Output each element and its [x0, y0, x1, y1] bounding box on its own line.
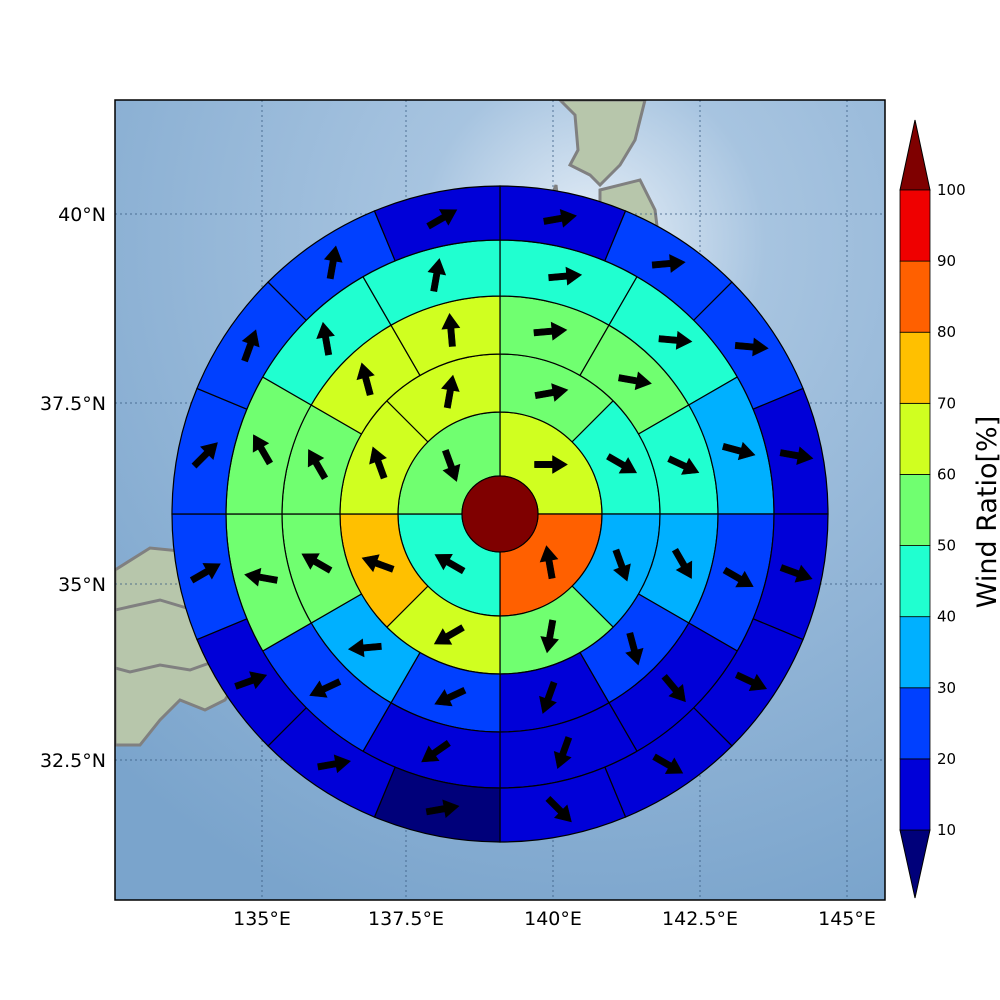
wind-arrow-ring5-8	[545, 795, 572, 823]
wind-arrow-ring3-9	[301, 553, 333, 574]
wind-arrow-ring4-8	[309, 678, 342, 698]
colorbar-tick-label-40: 40	[937, 608, 956, 626]
colorbar-block-60-70	[899, 402, 931, 475]
colorbar-tick-label-100: 100	[937, 181, 966, 199]
wind-arrow-ring3-3	[667, 455, 700, 475]
center-disk	[461, 475, 539, 553]
x-tick-label-142.5: 142.5°E	[662, 908, 738, 930]
wind-arrow-ring5-2	[651, 254, 686, 273]
wind-arrow-ring4-10	[252, 434, 273, 466]
wind-arrow-ring5-3	[734, 337, 769, 357]
y-tick-label-40: 40°N	[58, 204, 106, 226]
wind-arrow-ring4-5	[661, 674, 686, 703]
colorbar-tick-label-90: 90	[937, 252, 956, 270]
wind-arrow-ring4-3	[721, 441, 756, 461]
colorbar-tick-label-20: 20	[937, 750, 956, 768]
map-panel	[114, 99, 886, 901]
colorbar: 10 20 30 40 50 60 70 80 90 100 Wind Ratio[%]	[899, 119, 1000, 899]
wind-arrow-ring4-7	[421, 740, 451, 763]
colorbar-block-70-80	[899, 331, 931, 404]
x-tick-label-145: 145°E	[818, 908, 876, 930]
wind-arrow-ring5-5	[779, 564, 813, 583]
wind-arrow-ring3-11	[356, 362, 375, 396]
wind-arrow-ring2-2	[606, 453, 638, 474]
wind-arrow-ring4-4	[722, 567, 754, 588]
wind-arrow-ring4-12	[427, 258, 447, 292]
colorbar-block-50-60	[899, 474, 931, 546]
colorbar-over-triangle	[899, 119, 931, 191]
wind-arrow-ring3-1	[533, 321, 568, 341]
colorbar-tick-label-30: 30	[937, 679, 956, 697]
wind-arrow-ring5-15	[323, 245, 343, 280]
colorbar-tick-label-10: 10	[937, 821, 956, 839]
wind-arrow-ring4-1	[548, 266, 583, 286]
wind-arrow-ring4-6	[553, 736, 573, 769]
x-tick-label-135: 135°E	[233, 908, 291, 930]
wind-arrow-ring5-4	[779, 446, 814, 466]
y-tick-label-32.5: 32.5°N	[40, 750, 106, 772]
colorbar-tick-labels: 10 20 30 40 50 60 70 80 90 100	[937, 181, 966, 839]
wind-arrow-ring5-10	[317, 754, 351, 774]
y-axis: 40°N 37.5°N 35°N 32.5°N	[40, 204, 106, 772]
wind-arrow-ring5-7	[652, 753, 684, 774]
wind-direction-arrows	[189, 209, 814, 823]
colorbar-tick-label-80: 80	[937, 323, 956, 341]
wind-arrow-ring3-2	[618, 371, 652, 391]
wind-arrow-ring5-13	[191, 442, 218, 469]
wind-arrow-ring1-2	[539, 545, 559, 580]
x-tick-label-140: 140°E	[524, 908, 582, 930]
wind-arrow-ring2-4	[540, 619, 559, 654]
wind-arrow-ring5-9	[425, 799, 460, 819]
colorbar-under-triangle	[899, 829, 931, 899]
wind-arrow-ring5-16	[426, 209, 458, 230]
wind-arrow-ring3-4	[671, 547, 693, 579]
wind-arrow-ring3-7	[434, 686, 467, 707]
colorbar-block-90-100	[899, 189, 931, 262]
wind-arrow-ring2-1	[534, 383, 569, 402]
colorbar-block-30-40	[899, 616, 931, 689]
colorbar-block-10-20	[899, 758, 931, 831]
wind-arrow-ring4-2	[658, 330, 693, 350]
x-axis: 135°E 137.5°E 140°E 142.5°E 145°E	[233, 908, 876, 930]
wind-arrow-ring3-6	[539, 681, 558, 714]
wind-arrow-ring2-6	[361, 554, 395, 573]
wind-arrow-ring5-1	[543, 209, 577, 228]
wind-arrow-ring2-5	[433, 624, 465, 645]
land-hokkaido-tohoku-north	[557, 100, 647, 188]
x-tick-label-137.5: 137.5°E	[368, 908, 444, 930]
wind-arrow-ring5-11	[234, 671, 268, 690]
plot-frame	[114, 99, 886, 901]
wind-arrow-ring1-4	[442, 448, 461, 482]
colorbar-title: Wind Ratio[%]	[972, 416, 1000, 608]
colorbar-block-80-90	[899, 260, 931, 333]
wind-arrow-ring1-3	[434, 553, 466, 575]
wind-arrow-ring5-14	[241, 329, 260, 363]
colorbar-block-40-50	[899, 545, 931, 618]
colorbar-block-20-30	[899, 687, 931, 760]
y-tick-label-35: 35°N	[58, 574, 106, 596]
colorbar-tick-label-60: 60	[937, 465, 956, 483]
wind-arrow-ring3-12	[441, 313, 461, 347]
y-tick-label-37.5: 37.5°N	[40, 393, 106, 415]
wind-arrow-ring4-11	[316, 321, 335, 356]
wind-arrow-ring3-8	[347, 638, 382, 658]
wind-arrow-ring2-3	[612, 548, 631, 582]
wind-arrow-ring1-1	[534, 455, 568, 474]
wind-arrow-ring5-6	[734, 671, 768, 691]
wind-arrow-ring3-5	[625, 632, 644, 666]
wind-arrow-ring5-12	[189, 563, 221, 584]
colorbar-blocks	[899, 189, 931, 831]
colorbar-tick-label-50: 50	[937, 537, 956, 555]
wind-arrow-ring2-8	[441, 374, 460, 409]
wind-arrow-ring3-10	[307, 449, 329, 481]
wind-arrow-ring4-9	[244, 567, 278, 587]
colorbar-tick-label-70: 70	[937, 394, 956, 412]
wind-arrow-ring2-7	[369, 446, 388, 480]
